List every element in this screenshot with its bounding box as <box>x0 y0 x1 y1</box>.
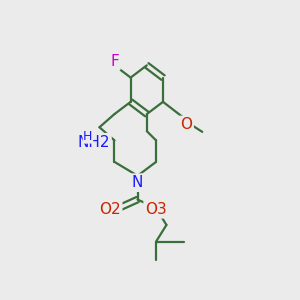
Text: O: O <box>180 117 192 132</box>
Text: F: F <box>110 54 119 69</box>
Text: O2: O2 <box>99 202 121 217</box>
Text: N: N <box>132 175 143 190</box>
Text: NH2: NH2 <box>77 135 110 150</box>
Text: O3: O3 <box>145 202 167 217</box>
Text: H: H <box>83 130 93 143</box>
